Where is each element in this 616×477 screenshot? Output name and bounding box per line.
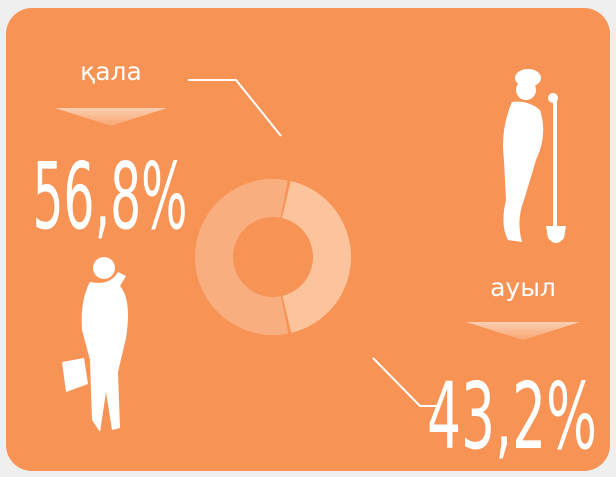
businessman-icon <box>62 257 128 432</box>
leader-line <box>188 79 282 137</box>
pointer <box>55 108 167 126</box>
farmer-icon <box>503 69 566 243</box>
donut-segment <box>282 181 351 333</box>
value-label: 43,2% <box>427 363 597 470</box>
category-label: қала <box>80 57 142 86</box>
card <box>6 8 610 471</box>
leader-line <box>372 357 440 407</box>
pointer <box>466 322 580 340</box>
donut-segment <box>194 179 289 336</box>
value-label: 56,8% <box>33 143 188 250</box>
category-label: ауыл <box>490 273 556 302</box>
